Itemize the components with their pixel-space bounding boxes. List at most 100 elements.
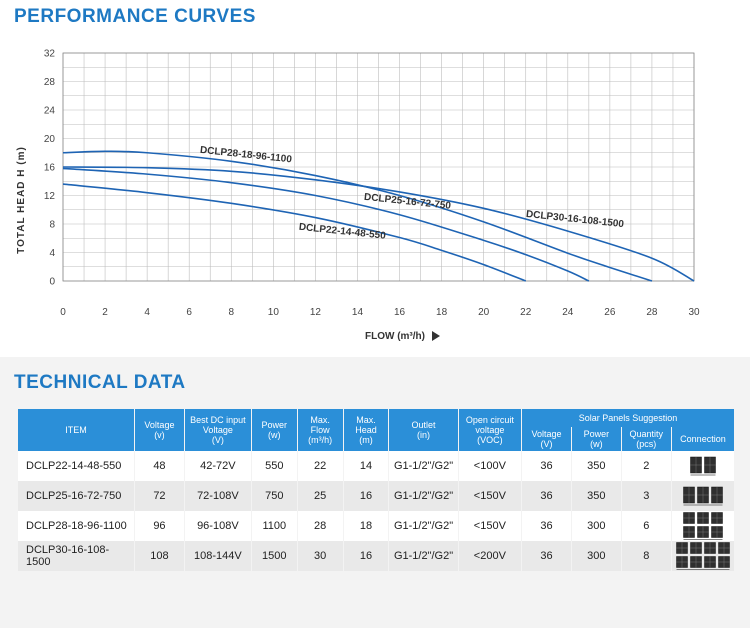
cell-head: 16: [343, 541, 389, 571]
cell-sp-qty: 8: [621, 541, 671, 571]
solar-panels-icon: [690, 456, 716, 476]
series-label: DCLP28-18-96-1100: [199, 145, 292, 166]
cell-voltage: 48: [134, 451, 184, 481]
cell-voltage: 72: [134, 481, 184, 511]
x-tick-label: 18: [436, 307, 448, 318]
y-tick-label: 8: [49, 220, 55, 231]
cell-connection: [671, 481, 734, 511]
x-tick-label: 0: [60, 307, 66, 318]
solar-panels-icon: [683, 486, 723, 506]
table-row: DCLP25-16-72-750 72 72-108V 750 25 16 G1…: [18, 481, 734, 511]
cell-sp-qty: 6: [621, 511, 671, 541]
header-max-flow: Max. Flow (m³/h): [297, 409, 343, 451]
cell-voc: <200V: [458, 541, 521, 571]
y-tick-label: 0: [49, 277, 55, 288]
x-tick-label: 6: [186, 307, 192, 318]
x-tick-label: 26: [604, 307, 616, 318]
cell-voc: <150V: [458, 481, 521, 511]
header-power: Power (w): [251, 409, 297, 451]
cell-head: 16: [343, 481, 389, 511]
x-tick-label: 20: [478, 307, 490, 318]
header-sp-power: Power (w): [571, 427, 621, 451]
series-label: DCLP22-14-48-550: [298, 222, 386, 242]
cell-connection: [671, 451, 734, 481]
cell-voc: <100V: [458, 451, 521, 481]
chart-grid: [62, 52, 695, 282]
cell-best-dc: 42-72V: [184, 451, 251, 481]
y-tick-label: 32: [44, 49, 56, 60]
cell-best-dc: 96-108V: [184, 511, 251, 541]
cell-best-dc: 108-144V: [184, 541, 251, 571]
cell-sp-voltage: 36: [521, 541, 571, 571]
cell-sp-qty: 2: [621, 451, 671, 481]
cell-sp-voltage: 36: [521, 481, 571, 511]
series-line: [62, 166, 695, 282]
performance-curves-title: PERFORMANCE CURVES: [14, 6, 256, 27]
cell-best-dc: 72-108V: [184, 481, 251, 511]
cell-flow: 22: [297, 451, 343, 481]
cell-head: 18: [343, 511, 389, 541]
cell-item: DCLP22-14-48-550: [18, 451, 134, 481]
header-best-dc: Best DC input Voltage (V): [184, 409, 251, 451]
header-sp-voltage: Voltage (V): [521, 427, 571, 451]
header-outlet: Outlet (in): [389, 409, 458, 451]
y-tick-label: 16: [44, 163, 56, 174]
x-tick-label: 30: [688, 307, 700, 318]
x-axis-arrow-icon: [432, 331, 440, 341]
cell-power: 550: [251, 451, 297, 481]
header-voltage: Voltage (v): [134, 409, 184, 451]
cell-outlet: G1-1/2"/G2": [389, 451, 458, 481]
cell-sp-power: 300: [571, 541, 621, 571]
x-tick-label: 28: [646, 307, 658, 318]
cell-flow: 28: [297, 511, 343, 541]
cell-sp-voltage: 36: [521, 451, 571, 481]
x-tick-label: 10: [268, 307, 280, 318]
cell-item: DCLP25-16-72-750: [18, 481, 134, 511]
x-tick-label: 14: [352, 307, 364, 318]
y-tick-label: 12: [44, 191, 56, 202]
header-sp-connection: Connection: [671, 427, 734, 451]
x-tick-labels: 0 2 4 6 8 10 12 14 16 18 20 22 24 26 28 30: [60, 307, 700, 318]
series-line: [62, 183, 527, 282]
cell-power: 1500: [251, 541, 297, 571]
series-lines: [62, 150, 695, 282]
cell-power: 1100: [251, 511, 297, 541]
cell-head: 14: [343, 451, 389, 481]
technical-data-table: ITEM Voltage (v) Best DC input Voltage (V) …: [17, 409, 735, 571]
x-tick-label: 8: [228, 307, 234, 318]
header-voc: Open circuit voltage (VOC): [458, 409, 521, 451]
y-tick-label: 24: [44, 106, 56, 117]
cell-voltage: 108: [134, 541, 184, 571]
cell-outlet: G1-1/2"/G2": [389, 481, 458, 511]
cell-voc: <150V: [458, 511, 521, 541]
header-max-head: Max. Head (m): [343, 409, 389, 451]
cell-connection: [671, 541, 734, 571]
table-row: DCLP30-16-108-1500 108 108-144V 1500 30 …: [18, 541, 734, 571]
header-solar-group: Solar Panels Suggestion: [521, 409, 734, 427]
cell-sp-power: 350: [571, 481, 621, 511]
cell-voltage: 96: [134, 511, 184, 541]
header-sp-quantity: Quantity (pcs): [621, 427, 671, 451]
cell-outlet: G1-1/2"/G2": [389, 541, 458, 571]
y-tick-labels: 0 4 8 12 16 20 24 28 32: [44, 49, 56, 288]
cell-flow: 30: [297, 541, 343, 571]
x-tick-label: 24: [562, 307, 574, 318]
x-axis-label: FLOW (m³/h): [365, 331, 425, 342]
cell-sp-voltage: 36: [521, 511, 571, 541]
x-tick-label: 22: [520, 307, 532, 318]
table-row: DCLP28-18-96-1100 96 96-108V 1100 28 18 …: [18, 511, 734, 541]
x-tick-label: 4: [144, 307, 150, 318]
cell-sp-qty: 3: [621, 481, 671, 511]
x-tick-label: 12: [310, 307, 322, 318]
x-tick-label: 2: [102, 307, 108, 318]
cell-item: DCLP30-16-108-1500: [18, 541, 134, 571]
cell-connection: [671, 511, 734, 541]
x-tick-label: 16: [394, 307, 406, 318]
cell-outlet: G1-1/2"/G2": [389, 511, 458, 541]
cell-power: 750: [251, 481, 297, 511]
y-tick-label: 28: [44, 77, 56, 88]
table-row: DCLP22-14-48-550 48 42-72V 550 22 14 G1-…: [18, 451, 734, 481]
y-axis-label: TOTAL HEAD H (m): [16, 146, 27, 254]
technical-data-title: TECHNICAL DATA: [14, 372, 186, 393]
